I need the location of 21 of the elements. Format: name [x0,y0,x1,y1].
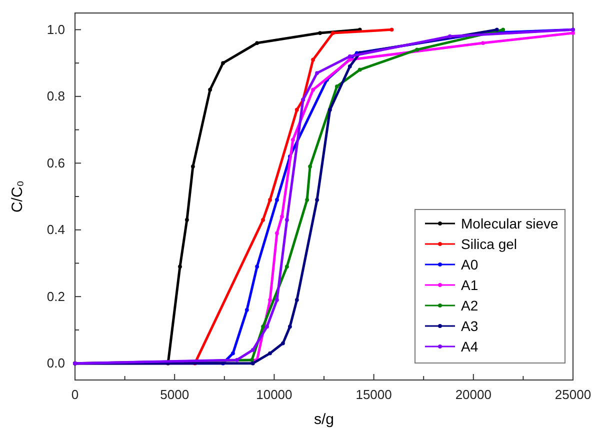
legend-label: A0 [461,256,478,272]
x-axis-title: s/g [314,411,334,428]
legend-label: Silica gel [461,236,518,252]
legend-label: A3 [461,318,478,334]
y-tick-label: 0.4 [46,222,65,238]
legend-label: Molecular sieve [461,216,558,232]
x-tick-label: 25000 [554,387,592,402]
x-tick-label: 5000 [160,387,190,402]
legend-label: A4 [461,338,478,354]
y-tick-label: 0.0 [46,355,65,370]
y-tick-label: 1.0 [46,22,65,37]
y-axis-title: C/C₀ [9,180,26,213]
legend-label: A1 [461,277,478,293]
y-tick-label: 0.2 [46,288,65,304]
y-tick-label: 0.8 [46,88,65,104]
x-tick-label: 10000 [256,387,292,402]
legend-label: A2 [461,298,478,314]
x-tick-label: 15000 [356,387,392,402]
x-tick-label: 0 [71,387,79,402]
x-tick-label: 20000 [455,387,492,402]
y-tick-label: 0.6 [46,155,65,170]
